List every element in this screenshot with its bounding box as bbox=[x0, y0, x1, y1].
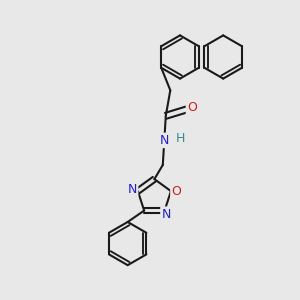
Text: N: N bbox=[160, 134, 169, 147]
Text: N: N bbox=[128, 183, 137, 196]
Text: N: N bbox=[161, 208, 171, 221]
Text: O: O bbox=[187, 101, 197, 114]
Text: O: O bbox=[171, 184, 181, 198]
Text: H: H bbox=[176, 132, 185, 146]
